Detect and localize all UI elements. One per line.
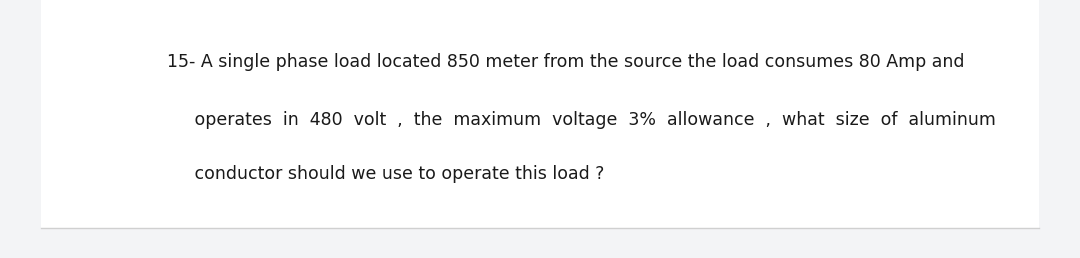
Text: conductor should we use to operate this load ?: conductor should we use to operate this … — [167, 165, 605, 183]
Text: 15- A single phase load located 850 meter from the source the load consumes 80 A: 15- A single phase load located 850 mete… — [167, 53, 964, 71]
Bar — [41, 0, 1039, 228]
Text: operates  in  480  volt  ,  the  maximum  voltage  3%  allowance  ,  what  size : operates in 480 volt , the maximum volta… — [167, 111, 996, 129]
